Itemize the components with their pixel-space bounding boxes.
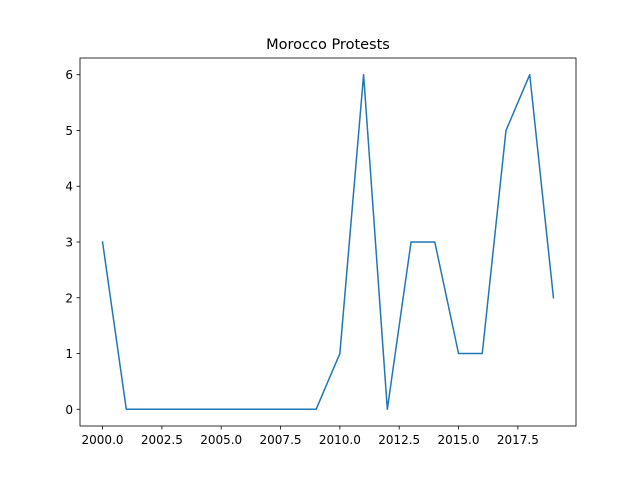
y-tick-label: 4 [65, 180, 73, 194]
y-tick-label: 3 [65, 236, 73, 250]
y-tick-label: 6 [65, 68, 73, 82]
y-tick-label: 5 [65, 124, 73, 138]
x-tick-label: 2012.5 [378, 433, 420, 447]
x-tick-label: 2007.5 [260, 433, 302, 447]
chart-title: Morocco Protests [266, 37, 390, 53]
x-tick-label: 2015.0 [438, 433, 480, 447]
x-tick-label: 2002.5 [141, 433, 183, 447]
y-tick-label: 0 [65, 403, 73, 417]
x-tick-label: 2010.0 [319, 433, 361, 447]
x-tick-label: 2000.0 [82, 433, 124, 447]
x-tick-label: 2017.5 [497, 433, 539, 447]
series-line-0 [101, 73, 555, 411]
y-tick-label: 1 [65, 347, 73, 361]
y-tick-label: 2 [65, 291, 73, 305]
plot-area: 2000.0 2002.5 2005.0 2007.5 2010.0 2012.5 2015… [65, 57, 577, 447]
x-tick-label: 2005.0 [200, 433, 242, 447]
